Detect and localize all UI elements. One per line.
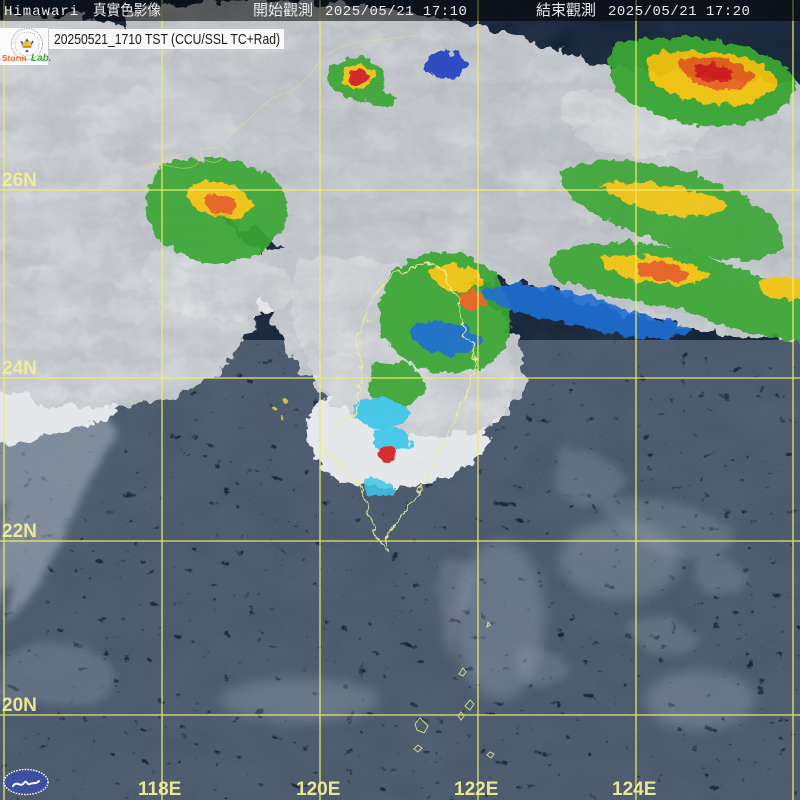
- svg-text:2025/05/21 17:10: 2025/05/21 17:10: [325, 4, 467, 20]
- svg-text:124E: 124E: [612, 779, 656, 800]
- svg-text:26N: 26N: [2, 170, 37, 191]
- svg-text:20N: 20N: [2, 695, 37, 716]
- svg-text:Storm: Storm: [2, 53, 27, 63]
- svg-text:118E: 118E: [138, 779, 181, 800]
- svg-text:結束觀測: 結束觀測: [536, 2, 596, 19]
- svg-text:24N: 24N: [2, 358, 37, 379]
- svg-text:122E: 122E: [454, 779, 498, 800]
- svg-text:Lab.: Lab.: [31, 53, 52, 64]
- svg-text:2025/05/21 17:20: 2025/05/21 17:20: [608, 4, 750, 20]
- svg-text:Himawari: Himawari: [4, 4, 79, 20]
- svg-text:120E: 120E: [296, 779, 340, 800]
- svg-text:22N: 22N: [2, 521, 37, 542]
- svg-text:真實色影像: 真實色影像: [93, 1, 161, 19]
- svg-text:開始觀測: 開始觀測: [253, 2, 313, 19]
- svg-text:20250521_1710 TST (CCU/SSL TC+: 20250521_1710 TST (CCU/SSL TC+Rad): [54, 31, 280, 48]
